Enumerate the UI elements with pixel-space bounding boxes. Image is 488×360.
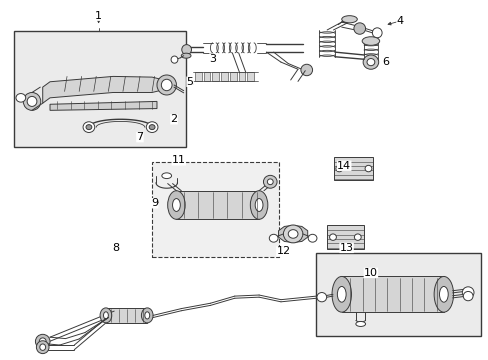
Polygon shape [42, 76, 166, 103]
Ellipse shape [16, 94, 26, 102]
Ellipse shape [23, 93, 41, 111]
Polygon shape [50, 102, 157, 111]
Text: 3: 3 [209, 54, 216, 64]
Text: 9: 9 [151, 198, 158, 208]
Ellipse shape [353, 23, 365, 34]
Bar [212, 72, 219, 81]
Ellipse shape [146, 122, 158, 132]
Ellipse shape [39, 338, 46, 345]
Bar [14, 31, 186, 147]
Text: 2: 2 [170, 114, 177, 124]
Bar [341, 276, 443, 312]
Ellipse shape [167, 191, 185, 219]
Ellipse shape [267, 179, 273, 185]
Ellipse shape [27, 96, 37, 107]
Ellipse shape [462, 292, 472, 301]
Ellipse shape [316, 293, 326, 302]
Ellipse shape [263, 175, 277, 188]
Ellipse shape [35, 334, 50, 348]
Text: 6: 6 [381, 57, 388, 67]
Ellipse shape [83, 122, 95, 132]
Ellipse shape [355, 321, 365, 327]
Ellipse shape [365, 165, 371, 172]
Ellipse shape [100, 308, 112, 323]
Bar [229, 72, 236, 81]
Text: 7: 7 [136, 132, 143, 142]
Bar [176, 191, 259, 219]
Bar [221, 72, 227, 81]
Ellipse shape [363, 55, 378, 69]
Ellipse shape [182, 45, 191, 55]
Ellipse shape [86, 125, 92, 130]
Text: 8: 8 [112, 243, 119, 253]
Ellipse shape [103, 312, 108, 319]
Ellipse shape [372, 28, 381, 38]
Ellipse shape [461, 287, 473, 298]
Ellipse shape [250, 191, 267, 219]
Ellipse shape [307, 234, 316, 242]
Ellipse shape [171, 56, 178, 63]
Text: 5: 5 [186, 77, 193, 87]
Text: 1: 1 [95, 11, 102, 21]
Ellipse shape [287, 230, 297, 238]
Ellipse shape [181, 53, 191, 58]
Bar [326, 225, 363, 249]
Text: 14: 14 [336, 161, 350, 171]
Ellipse shape [162, 173, 171, 179]
Ellipse shape [329, 234, 336, 240]
Bar [152, 162, 278, 257]
Ellipse shape [439, 287, 447, 302]
Bar [195, 72, 201, 81]
Ellipse shape [331, 276, 351, 312]
Polygon shape [278, 225, 307, 243]
Ellipse shape [144, 312, 149, 319]
Ellipse shape [269, 234, 278, 242]
Ellipse shape [40, 344, 45, 350]
Ellipse shape [337, 287, 346, 302]
Ellipse shape [283, 225, 302, 243]
Ellipse shape [255, 199, 263, 211]
Ellipse shape [433, 276, 453, 312]
Ellipse shape [36, 341, 49, 354]
Ellipse shape [354, 234, 361, 240]
Ellipse shape [172, 199, 180, 211]
Ellipse shape [341, 16, 357, 23]
Ellipse shape [300, 64, 312, 76]
Bar [247, 72, 254, 81]
Ellipse shape [157, 75, 176, 95]
Text: 4: 4 [396, 16, 403, 26]
Ellipse shape [366, 59, 374, 66]
Text: 13: 13 [339, 243, 353, 253]
Ellipse shape [141, 308, 153, 323]
Ellipse shape [362, 37, 379, 45]
Bar [203, 72, 210, 81]
Text: 12: 12 [276, 247, 290, 256]
Text: 11: 11 [171, 156, 185, 165]
Text: 10: 10 [363, 268, 377, 278]
Bar [334, 157, 372, 180]
Ellipse shape [335, 165, 342, 172]
Ellipse shape [149, 125, 155, 130]
Bar [316, 252, 480, 337]
Bar [238, 72, 245, 81]
Bar [106, 308, 147, 323]
Ellipse shape [161, 79, 172, 91]
